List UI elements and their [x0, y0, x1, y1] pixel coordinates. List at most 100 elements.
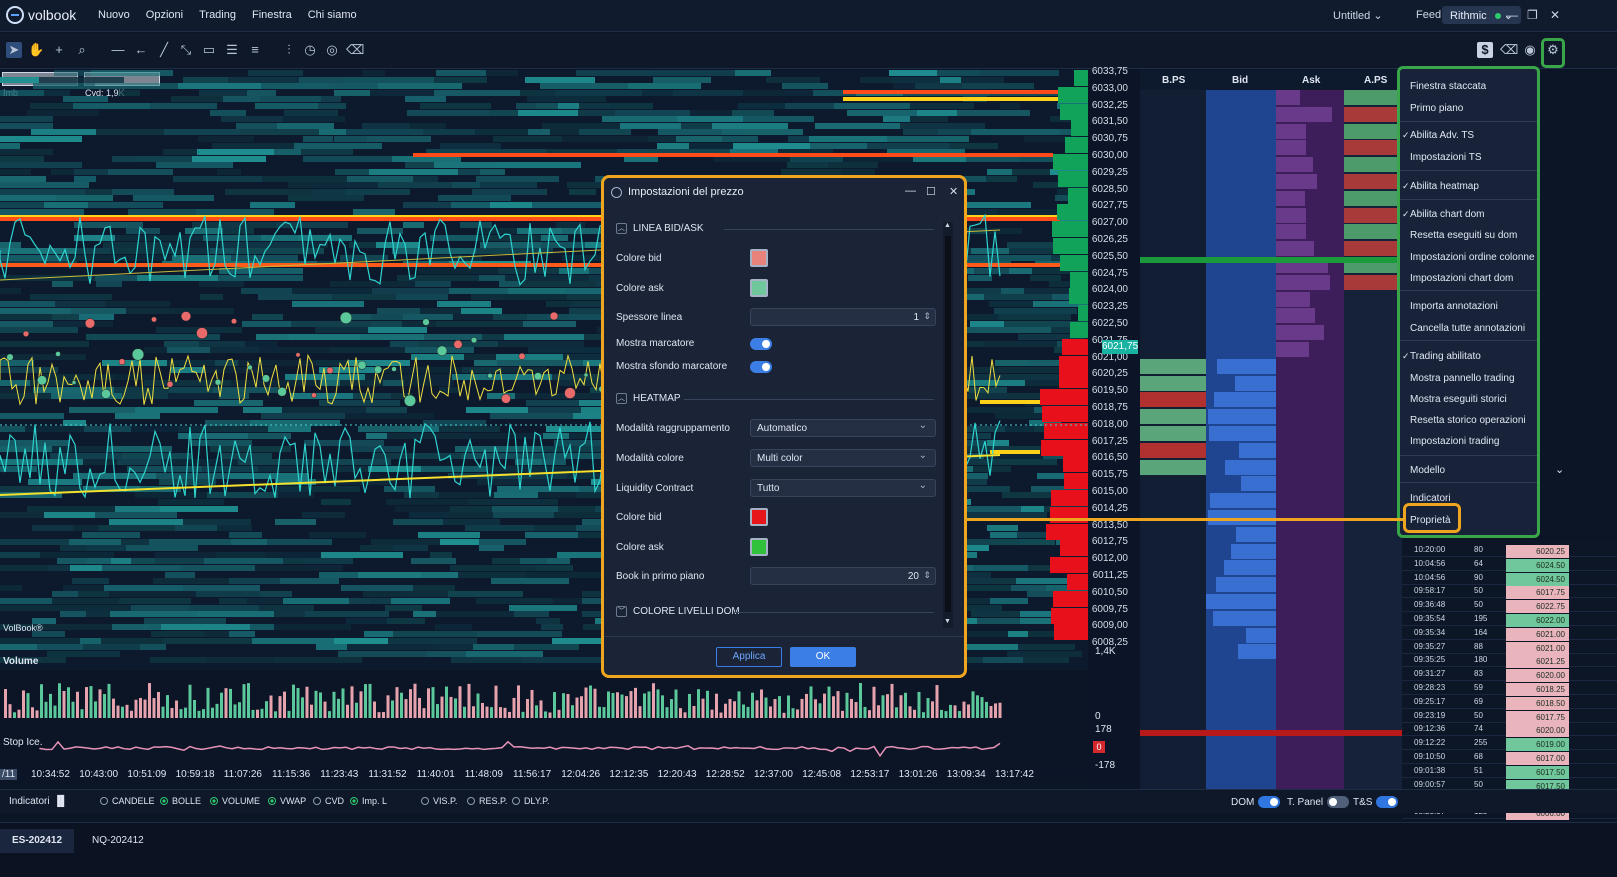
heatmap-bid-color-swatch[interactable]: [750, 508, 768, 526]
time-and-sales[interactable]: 10:20:00 80 6020.25 10:04:56 64 6024.50 10:04:…: [1402, 540, 1617, 821]
liquidity-bar: [1053, 154, 1088, 170]
eraser-icon[interactable]: ⌫: [1500, 42, 1519, 57]
show-marker-toggle[interactable]: [750, 338, 772, 350]
toggle-t-panel[interactable]: T. Panel: [1287, 796, 1350, 808]
horizontal-line-icon[interactable]: —: [111, 42, 125, 57]
close-icon[interactable]: ✕: [949, 186, 959, 198]
heatmap-cell: [0, 208, 85, 215]
menu-item-importa-annotazioni[interactable]: Importa annotazioni: [1410, 301, 1498, 312]
menu-item-indicatori[interactable]: Indicatori: [1410, 493, 1451, 504]
dialog-scrollbar[interactable]: ▲ ▼: [943, 222, 953, 628]
menu-finestra[interactable]: Finestra: [251, 9, 292, 21]
heatmap-cell: [0, 353, 86, 360]
ok-button[interactable]: OK: [790, 647, 856, 667]
heatmap-cell: [967, 578, 1017, 585]
heatmap-cell: [267, 538, 333, 545]
maximize-icon[interactable]: ☐: [926, 186, 936, 198]
indicator-cvd[interactable]: CVD: [313, 796, 344, 806]
feed-badge[interactable]: Rithmic ⌄: [1442, 6, 1521, 24]
rectangle-icon[interactable]: ▭: [202, 42, 216, 57]
menu-item-propriet-[interactable]: Proprietà: [1410, 515, 1451, 526]
book-foreground-stepper[interactable]: 20: [750, 567, 936, 585]
gear-icon[interactable]: ⚙: [1547, 42, 1559, 57]
liquidity-select[interactable]: Tutto: [750, 479, 936, 497]
menu-item-primo-piano[interactable]: Primo piano: [1410, 103, 1463, 114]
heatmap-ask-color-swatch[interactable]: [750, 538, 768, 556]
indicator-dly-p-[interactable]: DLY.P.: [512, 796, 550, 806]
grouping-mode-select[interactable]: Automatico: [750, 419, 936, 437]
menu-item-impostazioni-ordine-colonne[interactable]: Impostazioni ordine colonne: [1410, 252, 1535, 263]
menu-item-modello[interactable]: Modello ⌄: [1410, 464, 1564, 476]
document-selector[interactable]: Untitled ⌄: [1333, 9, 1383, 22]
cursor-icon[interactable]: ➤: [6, 42, 22, 58]
timer-icon[interactable]: ◷: [304, 42, 316, 57]
dollar-icon[interactable]: $: [1477, 42, 1493, 58]
zoom-icon[interactable]: ⌕: [78, 42, 86, 57]
apply-button[interactable]: Applica: [716, 647, 782, 667]
line-ask-color-swatch[interactable]: [750, 279, 768, 297]
heatmap-cell: [344, 76, 434, 83]
hand-icon[interactable]: ✋: [28, 42, 45, 57]
indicator-bolle[interactable]: BOLLE: [160, 796, 201, 806]
line-bid-color-swatch[interactable]: [750, 249, 768, 267]
lines-icon[interactable]: ☰: [226, 42, 238, 57]
indicator-res-p-[interactable]: RES.P.: [467, 796, 507, 806]
tab-nq-202412[interactable]: NQ-202412: [92, 835, 144, 846]
trend-line-icon[interactable]: ╱: [160, 42, 168, 57]
menu-item-mostra-eseguiti-storici[interactable]: Mostra eseguiti storici: [1410, 394, 1507, 405]
indicator-vis-p-[interactable]: VIS.P.: [421, 796, 457, 806]
crosshair-icon[interactable]: +: [55, 42, 63, 57]
color-mode-select[interactable]: Multi color: [750, 449, 936, 467]
menu-item-cancella-tutte-annotazioni[interactable]: Cancella tutte annotazioni: [1410, 323, 1525, 334]
eraser-icon[interactable]: ⌫: [346, 42, 365, 57]
heatmap-cell: [316, 644, 347, 651]
indicator-candele[interactable]: CANDELE: [100, 796, 155, 806]
heatmap-cell: [1007, 373, 1088, 380]
section-dom-level-colors[interactable]: ﹀ COLORE LIVELLI DOM: [616, 606, 740, 617]
restore-icon[interactable]: ❐: [1527, 8, 1538, 22]
menu-item-impostazioni-chart-dom[interactable]: Impostazioni chart dom: [1410, 273, 1513, 284]
menu-item-resetta-eseguiti-su-dom[interactable]: Resetta eseguiti su dom: [1410, 230, 1517, 241]
list-icon[interactable]: ≡: [251, 42, 259, 57]
fib-icon[interactable]: ⤡: [180, 42, 192, 57]
ray-icon[interactable]: ←: [134, 42, 148, 57]
menu-item-abilita-chart-dom[interactable]: ✓ Abilita chart dom: [1402, 209, 1484, 220]
heatmap-hot-band: [0, 217, 1060, 221]
close-icon[interactable]: ✕: [1550, 8, 1561, 22]
indicator-imp-l[interactable]: Imp. L: [350, 796, 387, 806]
section-heatmap[interactable]: ︿ HEATMAP: [616, 393, 681, 404]
indicator-volume[interactable]: VOLUME: [210, 796, 260, 806]
menu-item-resetta-storico-operazioni[interactable]: Resetta storico operazioni: [1410, 415, 1526, 426]
heatmap-cell: [230, 380, 320, 387]
show-marker-bg-toggle[interactable]: [750, 361, 772, 373]
indicator-vwap[interactable]: VWAP: [268, 796, 306, 806]
menu-item-abilita-adv-ts[interactable]: ✓ Abilita Adv. TS: [1402, 130, 1474, 141]
menu-item-trading-abilitato[interactable]: ✓ Trading abilitato: [1402, 351, 1481, 362]
section-bid-ask-line[interactable]: ︿ LINEA BID/ASK: [616, 223, 704, 234]
toggle-dom[interactable]: DOM: [1231, 796, 1281, 808]
record-icon[interactable]: ◉: [1524, 42, 1536, 57]
indicators-menu[interactable]: Indicatori ▐▌: [9, 796, 68, 807]
menu-item-impostazioni-trading[interactable]: Impostazioni trading: [1410, 436, 1500, 447]
dom-ladder[interactable]: B.PS Bid Ask A.PS: [1140, 70, 1402, 790]
menu-item-finestra-staccata[interactable]: Finestra staccata: [1410, 81, 1486, 92]
menu-opzioni[interactable]: Opzioni: [145, 9, 184, 21]
sliders-icon[interactable]: ⫶: [287, 42, 291, 57]
indicator-label: VWAP: [280, 796, 307, 806]
scroll-down-icon[interactable]: ▼: [944, 618, 951, 625]
menu-trading[interactable]: Trading: [199, 9, 236, 21]
menu-chi-siamo[interactable]: Chi siamo: [307, 9, 357, 21]
menu-item-mostra-pannello-trading[interactable]: Mostra pannello trading: [1410, 373, 1515, 384]
toggle-t-s[interactable]: T&S: [1353, 796, 1399, 808]
menu-item-impostazioni-ts[interactable]: Impostazioni TS: [1410, 152, 1482, 163]
scroll-thumb[interactable]: [945, 236, 951, 612]
line-thickness-stepper[interactable]: 1: [750, 308, 936, 326]
menu-nuovo[interactable]: Nuovo: [98, 9, 130, 21]
menu-item-abilita-heatmap[interactable]: ✓ Abilita heatmap: [1402, 181, 1479, 192]
minimize-icon[interactable]: —: [1506, 8, 1518, 22]
scroll-up-icon[interactable]: ▲: [944, 222, 951, 229]
comment-icon[interactable]: ◎: [326, 42, 338, 57]
tab-es-202412[interactable]: ES-202412: [0, 829, 75, 853]
heatmap-cell: [547, 558, 570, 565]
minimize-icon[interactable]: —: [905, 185, 916, 197]
